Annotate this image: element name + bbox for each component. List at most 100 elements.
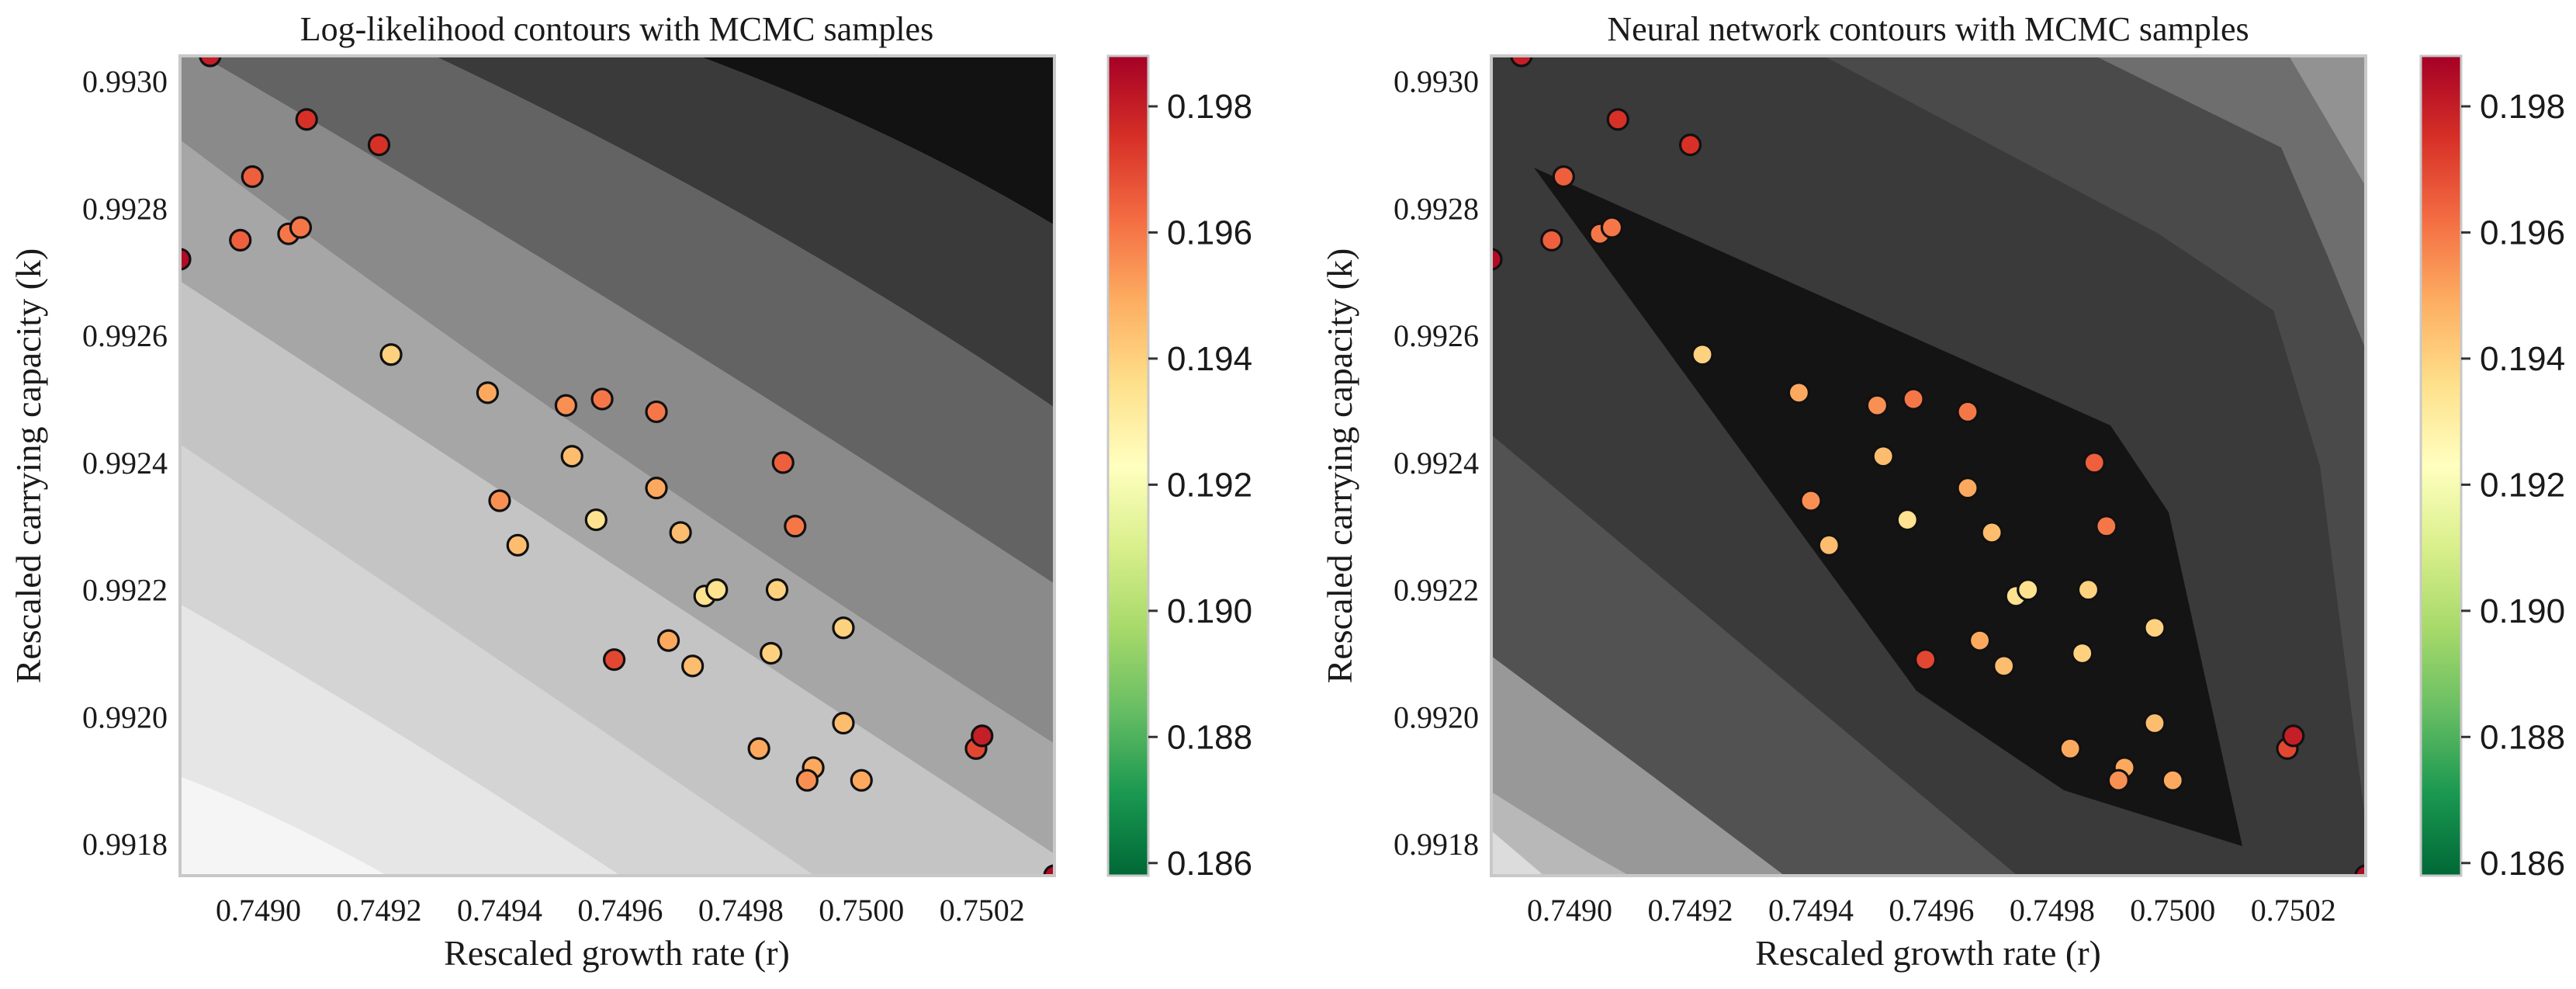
sample-point bbox=[603, 648, 626, 671]
sample-point bbox=[832, 711, 855, 735]
x-ticks-1: 0.7490 0.7492 0.7494 0.7496 0.7498 0.7500 0.75… bbox=[216, 893, 1025, 928]
sample-point bbox=[1600, 216, 1624, 239]
y-tick-label: 0.9926 bbox=[1394, 318, 1479, 353]
colorbar-tick-label: 0.192 bbox=[2480, 466, 2565, 504]
x-tick-label: 0.7492 bbox=[1647, 893, 1733, 928]
x-tick-label: 0.7496 bbox=[577, 893, 663, 928]
sample-point bbox=[2095, 515, 2118, 538]
sample-point bbox=[1896, 508, 1919, 532]
x-tick-label: 0.7498 bbox=[2010, 893, 2095, 928]
x-tick-label: 0.7490 bbox=[216, 893, 301, 928]
y-tick-label: 0.9922 bbox=[82, 573, 168, 608]
sample-point bbox=[1491, 248, 1503, 271]
sample-point bbox=[1871, 445, 1895, 468]
y-tick-label: 0.9924 bbox=[82, 446, 168, 481]
sample-point bbox=[229, 228, 252, 252]
x-axis-label-2: Rescaled growth rate (r) bbox=[1755, 933, 2101, 973]
sample-point bbox=[180, 248, 192, 271]
sample-point bbox=[241, 165, 264, 189]
sample-point bbox=[506, 533, 529, 557]
colorbar-tick-label: 0.188 bbox=[1167, 718, 1252, 756]
sample-point bbox=[1540, 228, 1563, 252]
y-tick-label: 0.9924 bbox=[1394, 446, 1479, 481]
x-tick-label: 0.7500 bbox=[2130, 893, 2215, 928]
colorbar-tick-label: 0.186 bbox=[1167, 845, 1252, 883]
sample-point bbox=[2017, 578, 2040, 602]
chart-title-2: Neural network contours with MCMC sample… bbox=[1607, 10, 2249, 48]
sample-point bbox=[1799, 489, 1823, 512]
y-tick-label: 0.9920 bbox=[1394, 699, 1479, 734]
axes-frame-1 bbox=[178, 54, 1056, 877]
colorbar-1: 0.186 0.188 0.190 0.192 0.194 0.196 0.198 bbox=[1106, 54, 1252, 883]
colorbar-tick-label: 0.188 bbox=[2480, 718, 2565, 756]
sample-point bbox=[379, 343, 403, 366]
sample-point bbox=[705, 578, 729, 602]
sample-point bbox=[765, 578, 789, 602]
x-tick-label: 0.7500 bbox=[819, 893, 904, 928]
sample-point bbox=[1980, 521, 2003, 544]
sample-point bbox=[2354, 864, 2366, 876]
sample-point bbox=[645, 400, 668, 424]
y-tick-label: 0.9930 bbox=[82, 64, 168, 99]
y-axis-label-1: Rescaled carrying capacity (k) bbox=[9, 248, 48, 684]
sample-point bbox=[784, 515, 807, 538]
sample-point bbox=[971, 724, 994, 748]
sample-point bbox=[289, 216, 313, 239]
sample-point bbox=[1787, 381, 1810, 404]
sample-point bbox=[771, 451, 795, 474]
panel-neural-network: Neural network contours with MCMC sample… bbox=[1320, 10, 2367, 973]
sample-point bbox=[1956, 477, 1979, 500]
sample-point bbox=[760, 641, 783, 665]
sample-point bbox=[2071, 641, 2094, 665]
x-tick-label: 0.7496 bbox=[1889, 893, 1974, 928]
y-axis-label-2: Rescaled carrying capacity (k) bbox=[1320, 248, 1359, 684]
chart-title-1: Log-likelihood contours with MCMC sample… bbox=[300, 10, 933, 48]
x-tick-label: 0.7502 bbox=[2251, 893, 2336, 928]
colorbar-tick-label: 0.190 bbox=[2480, 592, 2565, 630]
sample-point bbox=[590, 387, 614, 411]
y-ticks-2: 0.9918 0.9920 0.9922 0.9924 0.9926 0.9928 0.99… bbox=[1394, 64, 1479, 862]
sample-point bbox=[1043, 864, 1054, 876]
sample-point bbox=[1956, 400, 1979, 424]
x-ticks-2: 0.7490 0.7492 0.7494 0.7496 0.7498 0.7500 0.75… bbox=[1527, 893, 2336, 928]
colorbar-tick-label: 0.196 bbox=[1167, 213, 1252, 252]
sample-point bbox=[1817, 533, 1840, 557]
sample-point bbox=[645, 477, 668, 500]
colorbar-tick-label: 0.196 bbox=[2480, 213, 2565, 252]
y-tick-label: 0.9928 bbox=[1394, 191, 1479, 226]
sample-point bbox=[1968, 629, 1992, 652]
colorbar-gradient-2 bbox=[2419, 54, 2463, 877]
sample-point bbox=[1993, 654, 2016, 678]
y-tick-label: 0.9920 bbox=[82, 699, 168, 734]
sample-point bbox=[1865, 394, 1889, 417]
colorbar-tick-label: 0.194 bbox=[2480, 340, 2565, 378]
sample-point bbox=[656, 629, 680, 652]
samples-panel-2 bbox=[1491, 56, 2366, 876]
sample-point bbox=[832, 616, 855, 640]
sample-point bbox=[747, 737, 770, 760]
y-tick-label: 0.9926 bbox=[82, 318, 168, 353]
sample-point bbox=[850, 769, 873, 792]
x-tick-label: 0.7494 bbox=[1768, 893, 1854, 928]
sample-point bbox=[2076, 578, 2100, 602]
contour-fill-2 bbox=[1491, 56, 2366, 876]
sample-point bbox=[681, 654, 705, 678]
sample-point bbox=[1552, 165, 1575, 189]
sample-point bbox=[560, 445, 583, 468]
sample-point bbox=[2161, 769, 2184, 792]
x-tick-label: 0.7502 bbox=[940, 893, 1025, 928]
sample-point bbox=[2107, 769, 2130, 792]
colorbar-tick-label: 0.194 bbox=[1167, 340, 1252, 378]
colorbar-gradient-1 bbox=[1106, 54, 1150, 877]
sample-point bbox=[199, 56, 222, 68]
samples-panel-1 bbox=[180, 56, 1054, 876]
axes-frame-2 bbox=[1490, 54, 2367, 877]
sample-point bbox=[584, 508, 608, 532]
colorbar-tick-label: 0.186 bbox=[2480, 845, 2565, 883]
sample-point bbox=[1606, 108, 1629, 131]
sample-point bbox=[1678, 134, 1702, 157]
sample-point bbox=[795, 769, 819, 792]
colorbar-2: 0.186 0.188 0.190 0.192 0.194 0.196 0.198 bbox=[2419, 54, 2565, 883]
sample-point bbox=[2083, 451, 2106, 474]
